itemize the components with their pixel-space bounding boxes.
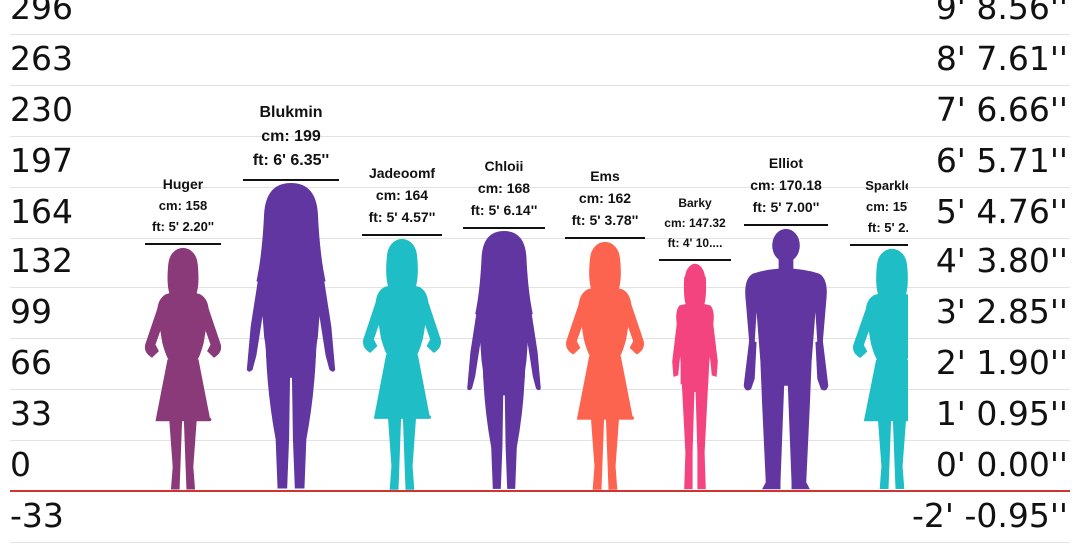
y-tick-label-cm: 197 bbox=[10, 140, 73, 180]
y-tick-label-ft: -2' -0.95'' bbox=[912, 496, 1068, 535]
height-marker bbox=[850, 244, 908, 247]
person-name: Chloii bbox=[484, 158, 524, 175]
person-label: Sparklez cm: 157. ft: 5' 2.0 bbox=[832, 175, 908, 238]
person-name: Sparklez bbox=[865, 178, 908, 194]
person-elliot[interactable] bbox=[740, 228, 832, 491]
person-height-ft: ft: 5' 6.14'' bbox=[470, 202, 538, 219]
y-tick-label-cm: 0 bbox=[10, 445, 31, 484]
height-marker bbox=[243, 179, 339, 182]
silhouette-huger bbox=[144, 247, 222, 490]
person-label: Barky cm: 147.32 ft: 4' 10.... bbox=[635, 193, 755, 253]
person-height-cm: cm: 158 bbox=[158, 197, 208, 213]
person-name: Ems bbox=[590, 167, 620, 184]
person-label: Blukmin cm: 199 ft: 6' 6.35'' bbox=[231, 101, 351, 173]
person-height-ft: ft: 5' 3.78'' bbox=[571, 211, 639, 228]
person-huger[interactable] bbox=[140, 247, 226, 491]
gridline bbox=[10, 338, 1070, 339]
gridline bbox=[10, 237, 1070, 239]
silhouette-ems bbox=[565, 241, 645, 490]
person-label: Chloii cm: 168 ft: 5' 6.14'' bbox=[444, 155, 564, 221]
person-height-ft: ft: 5' 2.0 bbox=[867, 220, 908, 236]
height-marker bbox=[659, 259, 731, 262]
person-name: Blukmin bbox=[259, 104, 323, 122]
gridline bbox=[10, 287, 1070, 288]
person-height-cm: cm: 199 bbox=[261, 128, 321, 146]
silhouette-sparklez bbox=[852, 249, 908, 490]
y-tick-label-cm: 132 bbox=[10, 241, 73, 280]
gridline bbox=[10, 542, 1070, 543]
height-marker bbox=[145, 242, 221, 245]
y-tick-label-ft: 3' 2.85'' bbox=[935, 292, 1068, 331]
person-sparklez[interactable] bbox=[848, 248, 908, 491]
person-name: Barky bbox=[678, 196, 712, 211]
ground-baseline bbox=[10, 490, 1070, 492]
person-label: Elliot cm: 170.18 ft: 5' 7.00'' bbox=[726, 152, 846, 218]
y-tick-label-ft: 2' 1.90'' bbox=[935, 343, 1068, 382]
silhouette-barky bbox=[672, 264, 718, 490]
person-jadeoomf[interactable] bbox=[358, 238, 446, 491]
gridline bbox=[10, 135, 1070, 137]
person-height-cm: cm: 164 bbox=[375, 186, 429, 203]
gridline bbox=[10, 33, 1070, 35]
y-tick-label-ft: 9' 8.56'' bbox=[935, 0, 1068, 27]
person-name: Jadeoomf bbox=[368, 164, 436, 181]
silhouette-chloii bbox=[467, 231, 541, 490]
person-label: Jadeoomf cm: 164 ft: 5' 4.57'' bbox=[342, 162, 462, 228]
person-height-cm: cm: 157. bbox=[865, 199, 908, 215]
person-blukmin[interactable] bbox=[243, 183, 339, 491]
person-height-cm: cm: 168 bbox=[477, 180, 531, 197]
height-marker bbox=[565, 236, 645, 239]
person-height-ft: ft: 6' 6.35'' bbox=[252, 152, 330, 170]
person-height-ft: ft: 5' 2.20'' bbox=[151, 218, 215, 234]
y-tick-label-cm: 66 bbox=[10, 343, 52, 382]
y-tick-label-ft: 6' 5.71'' bbox=[935, 140, 1068, 180]
person-height-cm: cm: 147.32 bbox=[664, 216, 726, 231]
y-tick-label-cm: -33 bbox=[10, 496, 64, 535]
height-marker bbox=[744, 223, 828, 226]
y-tick-label-cm: 230 bbox=[10, 89, 73, 129]
y-tick-label-ft: 0' 0.00'' bbox=[935, 445, 1068, 484]
gridline bbox=[10, 440, 1070, 441]
y-tick-label-cm: 164 bbox=[10, 191, 73, 231]
person-name: Elliot bbox=[768, 154, 804, 171]
y-tick-label-ft: 5' 4.76'' bbox=[935, 191, 1068, 231]
person-height-ft: ft: 4' 10.... bbox=[667, 236, 723, 251]
y-tick-label-cm: 99 bbox=[10, 292, 52, 331]
people-area: Huger cm: 158 ft: 5' 2.20'' Blukmin cm: 199… bbox=[123, 101, 908, 491]
person-name: Huger bbox=[162, 175, 204, 192]
silhouette-jadeoomf bbox=[362, 238, 442, 490]
gridline bbox=[10, 186, 1070, 188]
silhouette-blukmin bbox=[246, 183, 336, 489]
height-marker bbox=[362, 233, 442, 236]
height-marker bbox=[463, 227, 545, 230]
gridline bbox=[10, 84, 1070, 86]
person-ems[interactable] bbox=[561, 241, 649, 491]
person-barky[interactable] bbox=[665, 263, 725, 491]
person-chloii[interactable] bbox=[464, 231, 544, 491]
person-label: Ems cm: 162 ft: 5' 3.78'' bbox=[545, 165, 665, 231]
y-tick-label-ft: 1' 0.95'' bbox=[935, 394, 1068, 433]
person-height-ft: ft: 5' 4.57'' bbox=[368, 208, 436, 225]
y-tick-label-ft: 7' 6.66'' bbox=[935, 89, 1068, 129]
person-label: Huger cm: 158 ft: 5' 2.20'' bbox=[123, 173, 243, 237]
y-tick-label-cm: 296 bbox=[10, 0, 73, 27]
person-height-ft: ft: 5' 7.00'' bbox=[752, 198, 820, 215]
person-height-cm: cm: 162 bbox=[578, 189, 632, 206]
y-tick-label-ft: 8' 7.61'' bbox=[935, 38, 1068, 78]
person-height-cm: cm: 170.18 bbox=[750, 176, 822, 193]
silhouette-elliot bbox=[743, 228, 829, 490]
y-tick-label-cm: 263 bbox=[10, 38, 73, 78]
y-tick-label-cm: 33 bbox=[10, 394, 52, 433]
y-tick-label-ft: 4' 3.80'' bbox=[935, 241, 1068, 280]
